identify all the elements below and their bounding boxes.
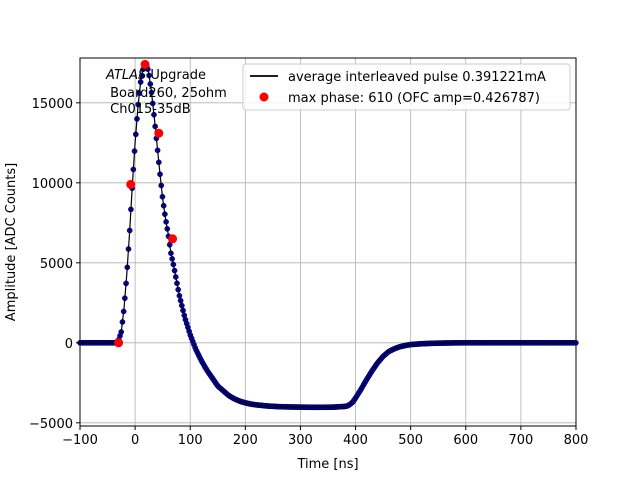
x-tick-label: 0 [131,433,139,448]
y-tick-label: 0 [65,337,73,352]
y-tick-label: 15000 [32,97,73,112]
x-tick-label: 200 [233,433,258,448]
x-tick-label: 100 [178,433,203,448]
annotation-upgrade: Upgrade [146,68,206,83]
axis-ticks: −100 0 100 200 300 400 500 600 700 800 −5000 0 5000 1… [29,97,588,448]
x-tick-label: 600 [453,433,478,448]
legend-box [242,63,571,111]
x-tick-label: 400 [343,433,368,448]
average-pulse-line [80,63,576,408]
legend-label-average: average interleaved pulse 0.391221mA [288,70,546,85]
annotation-channel: Ch015-35dB [106,102,191,117]
svg-text:ATLAS Upgrade: ATLAS Upgrade [105,68,206,83]
x-tick-label: 500 [398,433,423,448]
legend: average interleaved pulse 0.391221mA max… [242,63,571,111]
plot-series [77,59,579,411]
max-phase-point [140,59,150,69]
x-tick-label: 800 [564,433,589,448]
y-tick-label: 5000 [40,257,73,272]
max-phase-point [126,179,136,189]
y-axis-label: Amplitude [ADC Counts] [4,163,19,321]
x-tick-label: −100 [62,433,98,448]
plot-frame [79,57,577,427]
annotation-atlas: ATLAS [105,68,146,83]
y-tick-label: −5000 [29,417,73,432]
max-phase-point [168,234,178,244]
max-phase-point [114,338,124,348]
annotation-board: Board260, 25ohm [106,86,227,101]
legend-label-maxphase: max phase: 610 (OFC amp=0.426787) [288,91,540,106]
x-tick-label: 700 [508,433,533,448]
y-tick-label: 10000 [32,177,73,192]
max-phase-point [154,128,164,138]
x-tick-label: 300 [288,433,313,448]
legend-marker-swatch [259,92,269,102]
annotation-block: ATLAS Upgrade Board260, 25ohm Ch015-35dB [105,68,227,117]
x-axis-label: Time [ns] [296,457,358,472]
